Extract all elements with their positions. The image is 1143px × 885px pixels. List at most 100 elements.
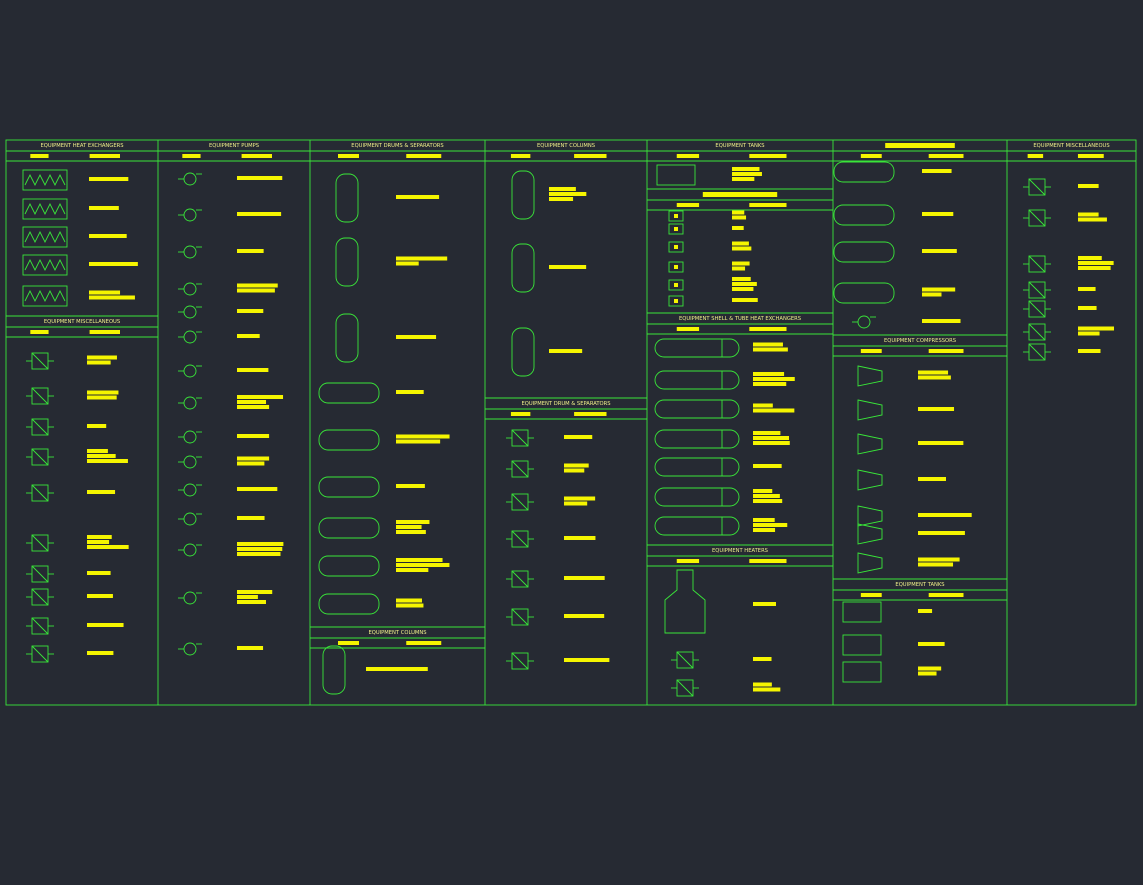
label-placeholder (574, 412, 607, 416)
section-title: EQUIPMENT MISCELLANEOUS (44, 319, 120, 325)
label-placeholder (749, 559, 787, 563)
label-placeholder (396, 439, 441, 444)
rule (676, 679, 694, 697)
label-placeholder (753, 408, 795, 413)
label-placeholder (237, 434, 270, 438)
frame (5, 139, 1137, 706)
label-placeholder (676, 327, 700, 331)
label-placeholder (885, 143, 955, 148)
symbol (842, 661, 882, 683)
label-placeholder (918, 441, 964, 445)
label-placeholder (564, 536, 596, 540)
label-placeholder (87, 459, 128, 463)
label-placeholder (753, 377, 795, 381)
symbol (674, 227, 678, 231)
label-placeholder (241, 154, 272, 158)
label-placeholder (922, 287, 956, 292)
label-placeholder (237, 461, 265, 466)
label-placeholder (676, 154, 700, 158)
label-placeholder (753, 464, 782, 468)
symbol (674, 299, 678, 303)
label-placeholder (753, 489, 773, 493)
symbol (668, 241, 684, 253)
label-placeholder (918, 375, 951, 380)
rule (511, 460, 529, 478)
symbol (842, 634, 882, 656)
label-placeholder (87, 623, 124, 627)
label-placeholder (918, 671, 937, 676)
label-placeholder (753, 431, 781, 435)
label-placeholder (237, 590, 273, 594)
label-placeholder (396, 525, 422, 529)
label-placeholder (1078, 287, 1096, 291)
label-placeholder (87, 454, 116, 458)
rule (31, 387, 49, 405)
label-placeholder (89, 330, 120, 334)
symbol (318, 382, 380, 404)
label-placeholder (753, 372, 785, 376)
label-placeholder (922, 169, 952, 173)
symbol (833, 241, 895, 263)
label-placeholder (918, 562, 954, 567)
section-title: EQUIPMENT COLUMNS (537, 143, 595, 149)
section-title: EQUIPMENT DRUM & SEPARATORS (521, 401, 610, 407)
label-placeholder (753, 494, 780, 498)
symbol (335, 237, 359, 287)
symbol (24, 289, 66, 303)
symbol (857, 433, 883, 455)
rule (31, 645, 49, 663)
symbol (833, 161, 895, 183)
label-placeholder (928, 349, 964, 353)
label-placeholder (396, 261, 419, 266)
label-placeholder (87, 490, 116, 494)
label-placeholder (732, 266, 746, 271)
rule (1028, 255, 1046, 273)
label-placeholder (922, 249, 957, 253)
label-placeholder (918, 666, 942, 671)
label-placeholder (237, 552, 281, 556)
label-placeholder (396, 434, 450, 439)
label-placeholder (564, 435, 593, 439)
section-title: EQUIPMENT TANKS (715, 143, 764, 149)
symbol (674, 265, 678, 269)
label-placeholder (753, 441, 790, 445)
label-placeholder (87, 594, 113, 598)
label-placeholder (928, 593, 964, 597)
symbol (668, 261, 684, 273)
symbol (335, 313, 359, 363)
label-placeholder (87, 540, 110, 544)
rule (31, 565, 49, 583)
label-placeholder (732, 177, 755, 181)
rule (31, 534, 49, 552)
rule (1028, 323, 1046, 341)
label-placeholder (396, 603, 424, 608)
label-placeholder (237, 542, 284, 546)
label-placeholder (753, 523, 788, 527)
label-placeholder (396, 390, 424, 394)
symbol (511, 327, 535, 377)
label-placeholder (732, 287, 754, 291)
label-placeholder (732, 282, 757, 286)
symbol (654, 370, 740, 390)
label-placeholder (87, 390, 119, 395)
symbol (857, 523, 883, 545)
section-title: EQUIPMENT TANKS (895, 582, 944, 588)
label-placeholder (1077, 154, 1104, 158)
label-placeholder (237, 395, 284, 399)
label-placeholder (396, 484, 425, 488)
section-title: EQUIPMENT DRUMS & SEPARATORS (351, 143, 443, 149)
symbol (656, 164, 696, 186)
label-placeholder (753, 403, 773, 408)
label-placeholder (237, 547, 283, 551)
symbol (22, 169, 68, 191)
section-title: EQUIPMENT COMPRESSORS (884, 338, 956, 344)
label-placeholder (237, 176, 283, 180)
symbol (654, 429, 740, 449)
label-placeholder (564, 501, 588, 506)
label-placeholder (237, 487, 278, 491)
label-placeholder (338, 641, 359, 645)
label-placeholder (366, 667, 428, 671)
label-placeholder (87, 449, 108, 453)
label-placeholder (564, 658, 610, 662)
